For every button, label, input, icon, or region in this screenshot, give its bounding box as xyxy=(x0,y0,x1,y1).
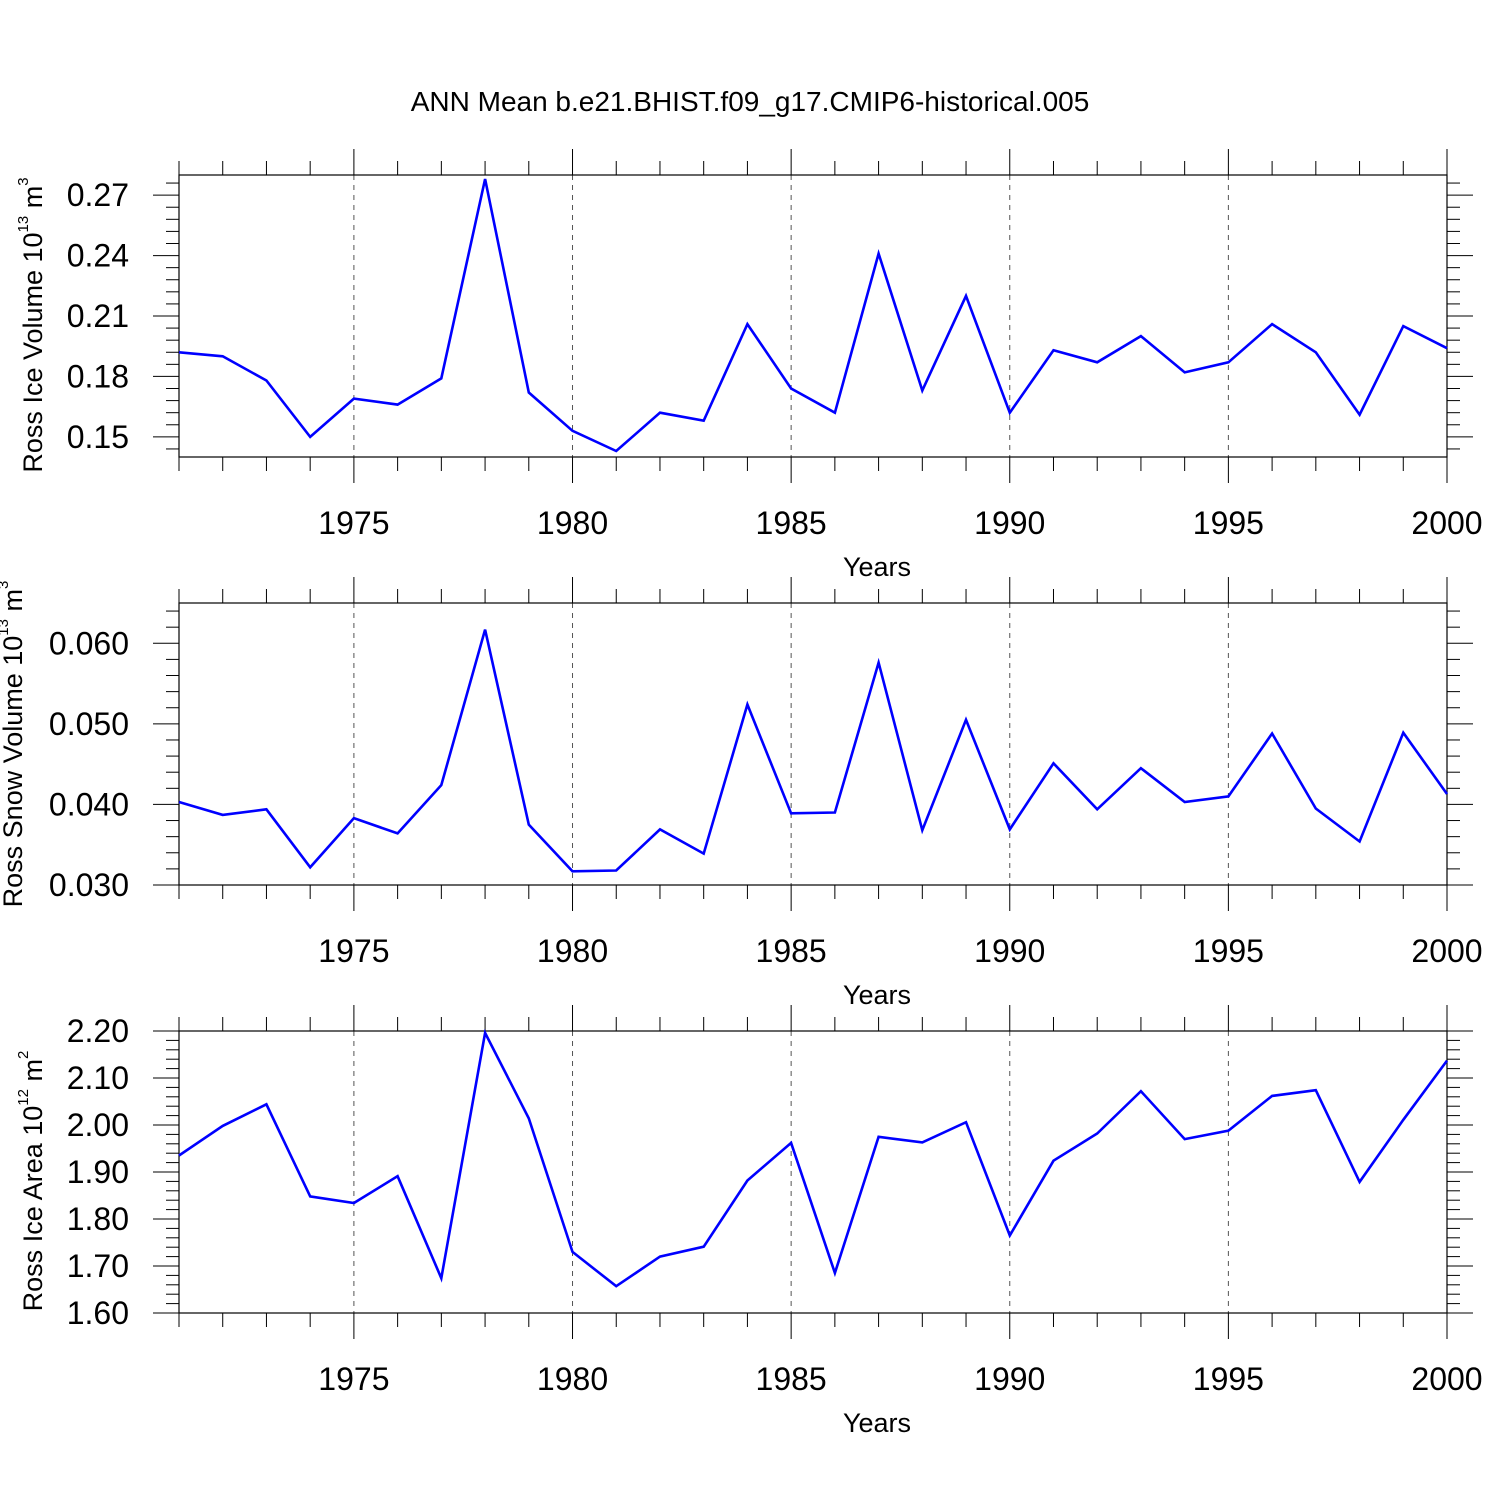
panel-ice-volume: 0.15 0.18 0.21 0.24 0.27 1975 1980 1985 1990 199… xyxy=(15,149,1483,582)
panel-ice-area-y-tick-labels: 1.60 1.70 1.80 1.90 2.00 2.10 2.20 xyxy=(67,1013,129,1331)
panel-ice-volume-y-axis-title: Ross Ice Volume 1013 m3 xyxy=(15,177,48,472)
y-tick-label: 0.15 xyxy=(67,419,129,455)
y-tick-label: 0.18 xyxy=(67,358,129,394)
x-tick-label: 1975 xyxy=(318,933,389,969)
y-tick-label: 2.10 xyxy=(67,1060,129,1096)
panel-snow-volume-y-tick-labels: 0.030 0.040 0.050 0.060 xyxy=(49,625,129,903)
panel-ice-area-grid xyxy=(353,1031,1229,1313)
series-line xyxy=(178,629,1449,873)
y-tick-label: 1.80 xyxy=(67,1201,129,1237)
panel-snow-volume-series xyxy=(178,629,1449,873)
panel-ice-volume-x-tick-labels: 1975 1980 1985 1990 1995 2000 xyxy=(318,505,1482,541)
y-tick-label: 0.21 xyxy=(67,298,129,334)
y-tick-label: 0.050 xyxy=(49,706,129,742)
panel-ice-area-ticks xyxy=(153,1005,1473,1339)
panel-snow-volume-frame xyxy=(178,602,1448,886)
y-tick-label: 1.60 xyxy=(67,1295,129,1331)
x-tick-label: 1985 xyxy=(756,1361,827,1397)
y-tick-label: 0.040 xyxy=(49,786,129,822)
x-tick-label: 2000 xyxy=(1411,505,1482,541)
panel-ice-area-y-title-main: Ross Ice Area 10 xyxy=(18,1106,48,1312)
panel-snow-volume-x-axis-title: Years xyxy=(843,980,911,1010)
x-tick-label: 1985 xyxy=(756,505,827,541)
x-tick-label: 1985 xyxy=(756,933,827,969)
x-tick-label: 1975 xyxy=(318,1361,389,1397)
y-tick-label: 1.90 xyxy=(67,1154,129,1190)
y-tick-label: 2.20 xyxy=(67,1013,129,1049)
panel-snow-volume-y-title-main: Ross Snow Volume 10 xyxy=(0,636,28,908)
x-tick-label: 1980 xyxy=(537,933,608,969)
panel-ice-area-frame xyxy=(178,1030,1448,1314)
x-tick-label: 1975 xyxy=(318,505,389,541)
panel-ice-area-x-axis-title: Years xyxy=(843,1408,911,1438)
panel-snow-volume-y-title-unit-exp: 3 xyxy=(0,581,12,589)
x-tick-label: 1995 xyxy=(1193,933,1264,969)
panel-ice-volume-frame xyxy=(178,174,1448,458)
panel-snow-volume: 0.030 0.040 0.050 0.060 1975 1980 1985 1990 199… xyxy=(0,577,1483,1010)
y-tick-label: 0.030 xyxy=(49,867,129,903)
panel-ice-area-series xyxy=(178,1028,1449,1288)
panel-snow-volume-ticks xyxy=(153,577,1473,911)
panel-ice-volume-y-title-main: Ross Ice Volume 10 xyxy=(18,232,48,472)
x-tick-label: 2000 xyxy=(1411,1361,1482,1397)
panel-ice-volume-y-tick-labels: 0.15 0.18 0.21 0.24 0.27 xyxy=(67,177,129,455)
x-tick-label: 2000 xyxy=(1411,933,1482,969)
y-tick-label: 0.060 xyxy=(49,625,129,661)
panel-ice-volume-y-title-unit-exp: 3 xyxy=(15,177,32,185)
x-tick-label: 1980 xyxy=(537,1361,608,1397)
series-line xyxy=(178,1028,1449,1288)
panel-ice-volume-ticks xyxy=(153,149,1473,483)
panel-ice-area-y-title-exp: 12 xyxy=(15,1089,32,1106)
series-line xyxy=(178,178,1448,453)
panel-snow-volume-y-title-unit: m xyxy=(0,589,28,619)
panel-snow-volume-grid xyxy=(353,603,1229,885)
panel-snow-volume-x-tick-labels: 1975 1980 1985 1990 1995 2000 xyxy=(318,933,1482,969)
panel-ice-volume-series xyxy=(178,178,1448,453)
x-tick-label: 1995 xyxy=(1193,505,1264,541)
panel-snow-volume-y-axis-title: Ross Snow Volume 1013 m3 xyxy=(0,581,28,908)
panel-ice-area: 1.60 1.70 1.80 1.90 2.00 2.10 2.20 1975 1980 198… xyxy=(15,1005,1483,1438)
y-tick-label: 1.70 xyxy=(67,1248,129,1284)
panel-ice-area-y-title-unit-exp: 2 xyxy=(15,1051,32,1059)
panel-ice-volume-y-title-unit: m xyxy=(18,186,48,216)
y-tick-label: 0.24 xyxy=(67,238,129,274)
panel-ice-volume-y-title-exp: 13 xyxy=(15,216,32,233)
figure-title: ANN Mean b.e21.BHIST.f09_g17.CMIP6-histo… xyxy=(411,86,1090,117)
panel-ice-area-x-tick-labels: 1975 1980 1985 1990 1995 2000 xyxy=(318,1361,1482,1397)
y-tick-label: 2.00 xyxy=(67,1107,129,1143)
panel-snow-volume-y-title-exp: 13 xyxy=(0,619,12,636)
x-tick-label: 1990 xyxy=(974,933,1045,969)
panel-ice-volume-x-axis-title: Years xyxy=(843,552,911,582)
x-tick-label: 1990 xyxy=(974,505,1045,541)
panel-ice-area-y-title-unit: m xyxy=(18,1059,48,1089)
x-tick-label: 1980 xyxy=(537,505,608,541)
panel-ice-area-y-axis-title: Ross Ice Area 1012 m2 xyxy=(15,1051,48,1312)
x-tick-label: 1995 xyxy=(1193,1361,1264,1397)
x-tick-label: 1990 xyxy=(974,1361,1045,1397)
y-tick-label: 0.27 xyxy=(67,177,129,213)
